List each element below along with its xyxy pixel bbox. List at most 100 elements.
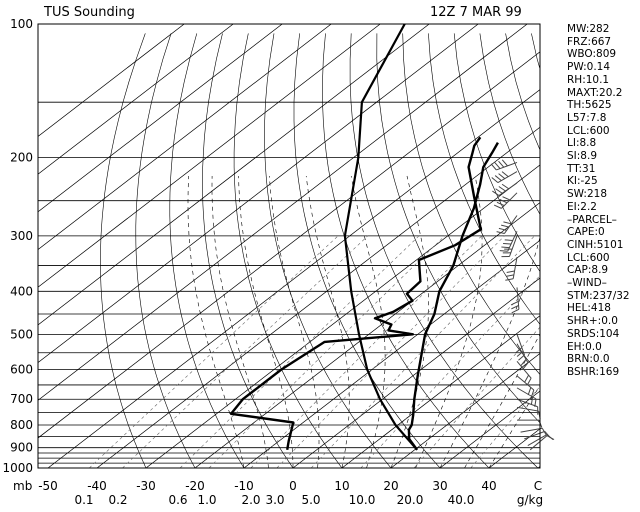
pressure-tick-label: 400: [10, 284, 33, 298]
index-item: EH:0.0: [567, 340, 602, 353]
moist-adiabat: [211, 175, 269, 468]
wind-barb-flag: [506, 270, 515, 273]
index-item: SHR+:0.0: [567, 315, 618, 328]
wind-barb-flag: [504, 239, 513, 241]
index-item: –WIND–: [567, 277, 607, 290]
dry-adiabat: [264, 33, 392, 468]
wind-barb-flag: [505, 274, 514, 277]
isotherm: [38, 24, 234, 175]
moist-adiabat: [439, 235, 540, 468]
isotherm: [47, 89, 540, 468]
dry-adiabat: [100, 33, 147, 468]
temp-tick-label: 20: [383, 479, 398, 493]
wind-barb-flag: [493, 204, 502, 209]
index-item: KI:-25: [567, 175, 598, 188]
index-item: LI:8.8: [567, 137, 597, 150]
index-item: HEL:418: [567, 302, 611, 315]
wind-barb-flag: [546, 435, 555, 441]
wind-barb-flag: [510, 300, 519, 306]
wind-barb-flag: [520, 359, 527, 366]
mixing-ratio-label: 10.0: [349, 493, 376, 507]
dry-adiabat: [453, 33, 540, 273]
pressure-tick-label: 1000: [2, 461, 33, 475]
mixing-ratio-label: 5.0: [301, 493, 320, 507]
wind-barb-flag: [515, 347, 523, 354]
wind-barb-flag: [498, 227, 507, 231]
wind-barb-flag: [494, 162, 501, 169]
isotherm: [38, 24, 430, 326]
index-item: FRZ:667: [567, 35, 612, 48]
mixing-ratio-line: [122, 235, 369, 468]
isotherm: [390, 352, 540, 468]
index-item: –PARCEL–: [567, 213, 617, 226]
pressure-unit-label: mb: [13, 479, 32, 493]
temp-tick-label: -10: [234, 479, 254, 493]
pressure-tick-label: 300: [10, 229, 33, 243]
index-item: CAPE:0: [567, 226, 605, 239]
wind-barb-flag: [490, 163, 497, 171]
moist-adiabat: [350, 175, 386, 468]
pressure-tick-label: 600: [10, 362, 33, 376]
sounding-title: TUS Sounding: [44, 5, 135, 20]
mixing-ratio-label: 0.6: [168, 493, 187, 507]
stability-indices: MW:282 FRZ:667 WBO:809 PW:0.14 RH:10.1 MAXT:2…: [567, 23, 630, 379]
isotherm: [38, 24, 185, 137]
wind-barb: [501, 235, 518, 258]
wind-barb-flag: [491, 177, 499, 183]
wind-barb-staff: [520, 427, 543, 433]
wind-barb-flag: [498, 173, 506, 180]
isotherm: [341, 315, 540, 468]
wind-barb-flag: [527, 387, 532, 396]
index-item: BSHR:169: [567, 365, 620, 378]
wind-barb-flag: [511, 304, 519, 310]
wind-barb-flag: [503, 242, 512, 245]
wind-barb-flag: [498, 160, 505, 168]
wind-barb-flag: [503, 221, 512, 225]
index-item: LCL:600: [567, 251, 610, 264]
dry-adiabat: [322, 33, 490, 468]
pressure-tick-label: 500: [10, 327, 33, 341]
dry-adiabat: [202, 33, 294, 468]
wind-barb-flag: [499, 250, 508, 252]
mixing-ratio-label: 0.2: [108, 493, 127, 507]
mixing-ratio-line: [89, 235, 339, 468]
mixing-ratio-label: 3.0: [265, 493, 284, 507]
wind-barb-flag: [498, 186, 506, 192]
dry-adiabat: [293, 33, 441, 468]
mixing-ratio-line: [413, 326, 540, 468]
wind-barb-staff: [529, 435, 548, 451]
wind-barb-flag: [526, 377, 532, 386]
temp-tick-label: 0: [289, 479, 297, 493]
dry-adiabat: [233, 33, 343, 468]
index-item: MAXT:20.2: [567, 86, 623, 99]
wind-barb: [493, 192, 518, 209]
wind-barb: [499, 231, 518, 252]
wind-barb-flag: [522, 362, 529, 370]
index-item: BRN:0.0: [567, 353, 610, 366]
parcel-path: [343, 24, 418, 451]
moist-adiabat: [415, 175, 483, 468]
isotherm: [38, 24, 283, 213]
temperature-profile: [407, 142, 499, 451]
wind-barb-flag: [496, 231, 505, 235]
wind-barb-staff: [496, 161, 518, 171]
index-item: WBO:809: [567, 48, 617, 61]
temp-tick-label: -30: [136, 479, 156, 493]
wind-barb-flag: [501, 246, 510, 249]
mixing-ratio-label: 2.0: [241, 493, 260, 507]
dry-adiabat: [169, 33, 245, 468]
wind-barb: [490, 159, 518, 171]
isotherm: [96, 126, 540, 468]
index-item: TT:31: [567, 162, 596, 175]
dry-adiabat: [376, 33, 540, 424]
wind-barb-staff: [516, 406, 539, 412]
dry-adiabat: [634, 33, 640, 477]
pressure-tick-label: 800: [10, 418, 33, 432]
temp-tick-label: 40: [481, 479, 496, 493]
wind-barb: [516, 343, 529, 370]
isotherm: [292, 277, 540, 468]
wind-barb-flag: [524, 374, 530, 383]
isotherm: [243, 239, 540, 468]
